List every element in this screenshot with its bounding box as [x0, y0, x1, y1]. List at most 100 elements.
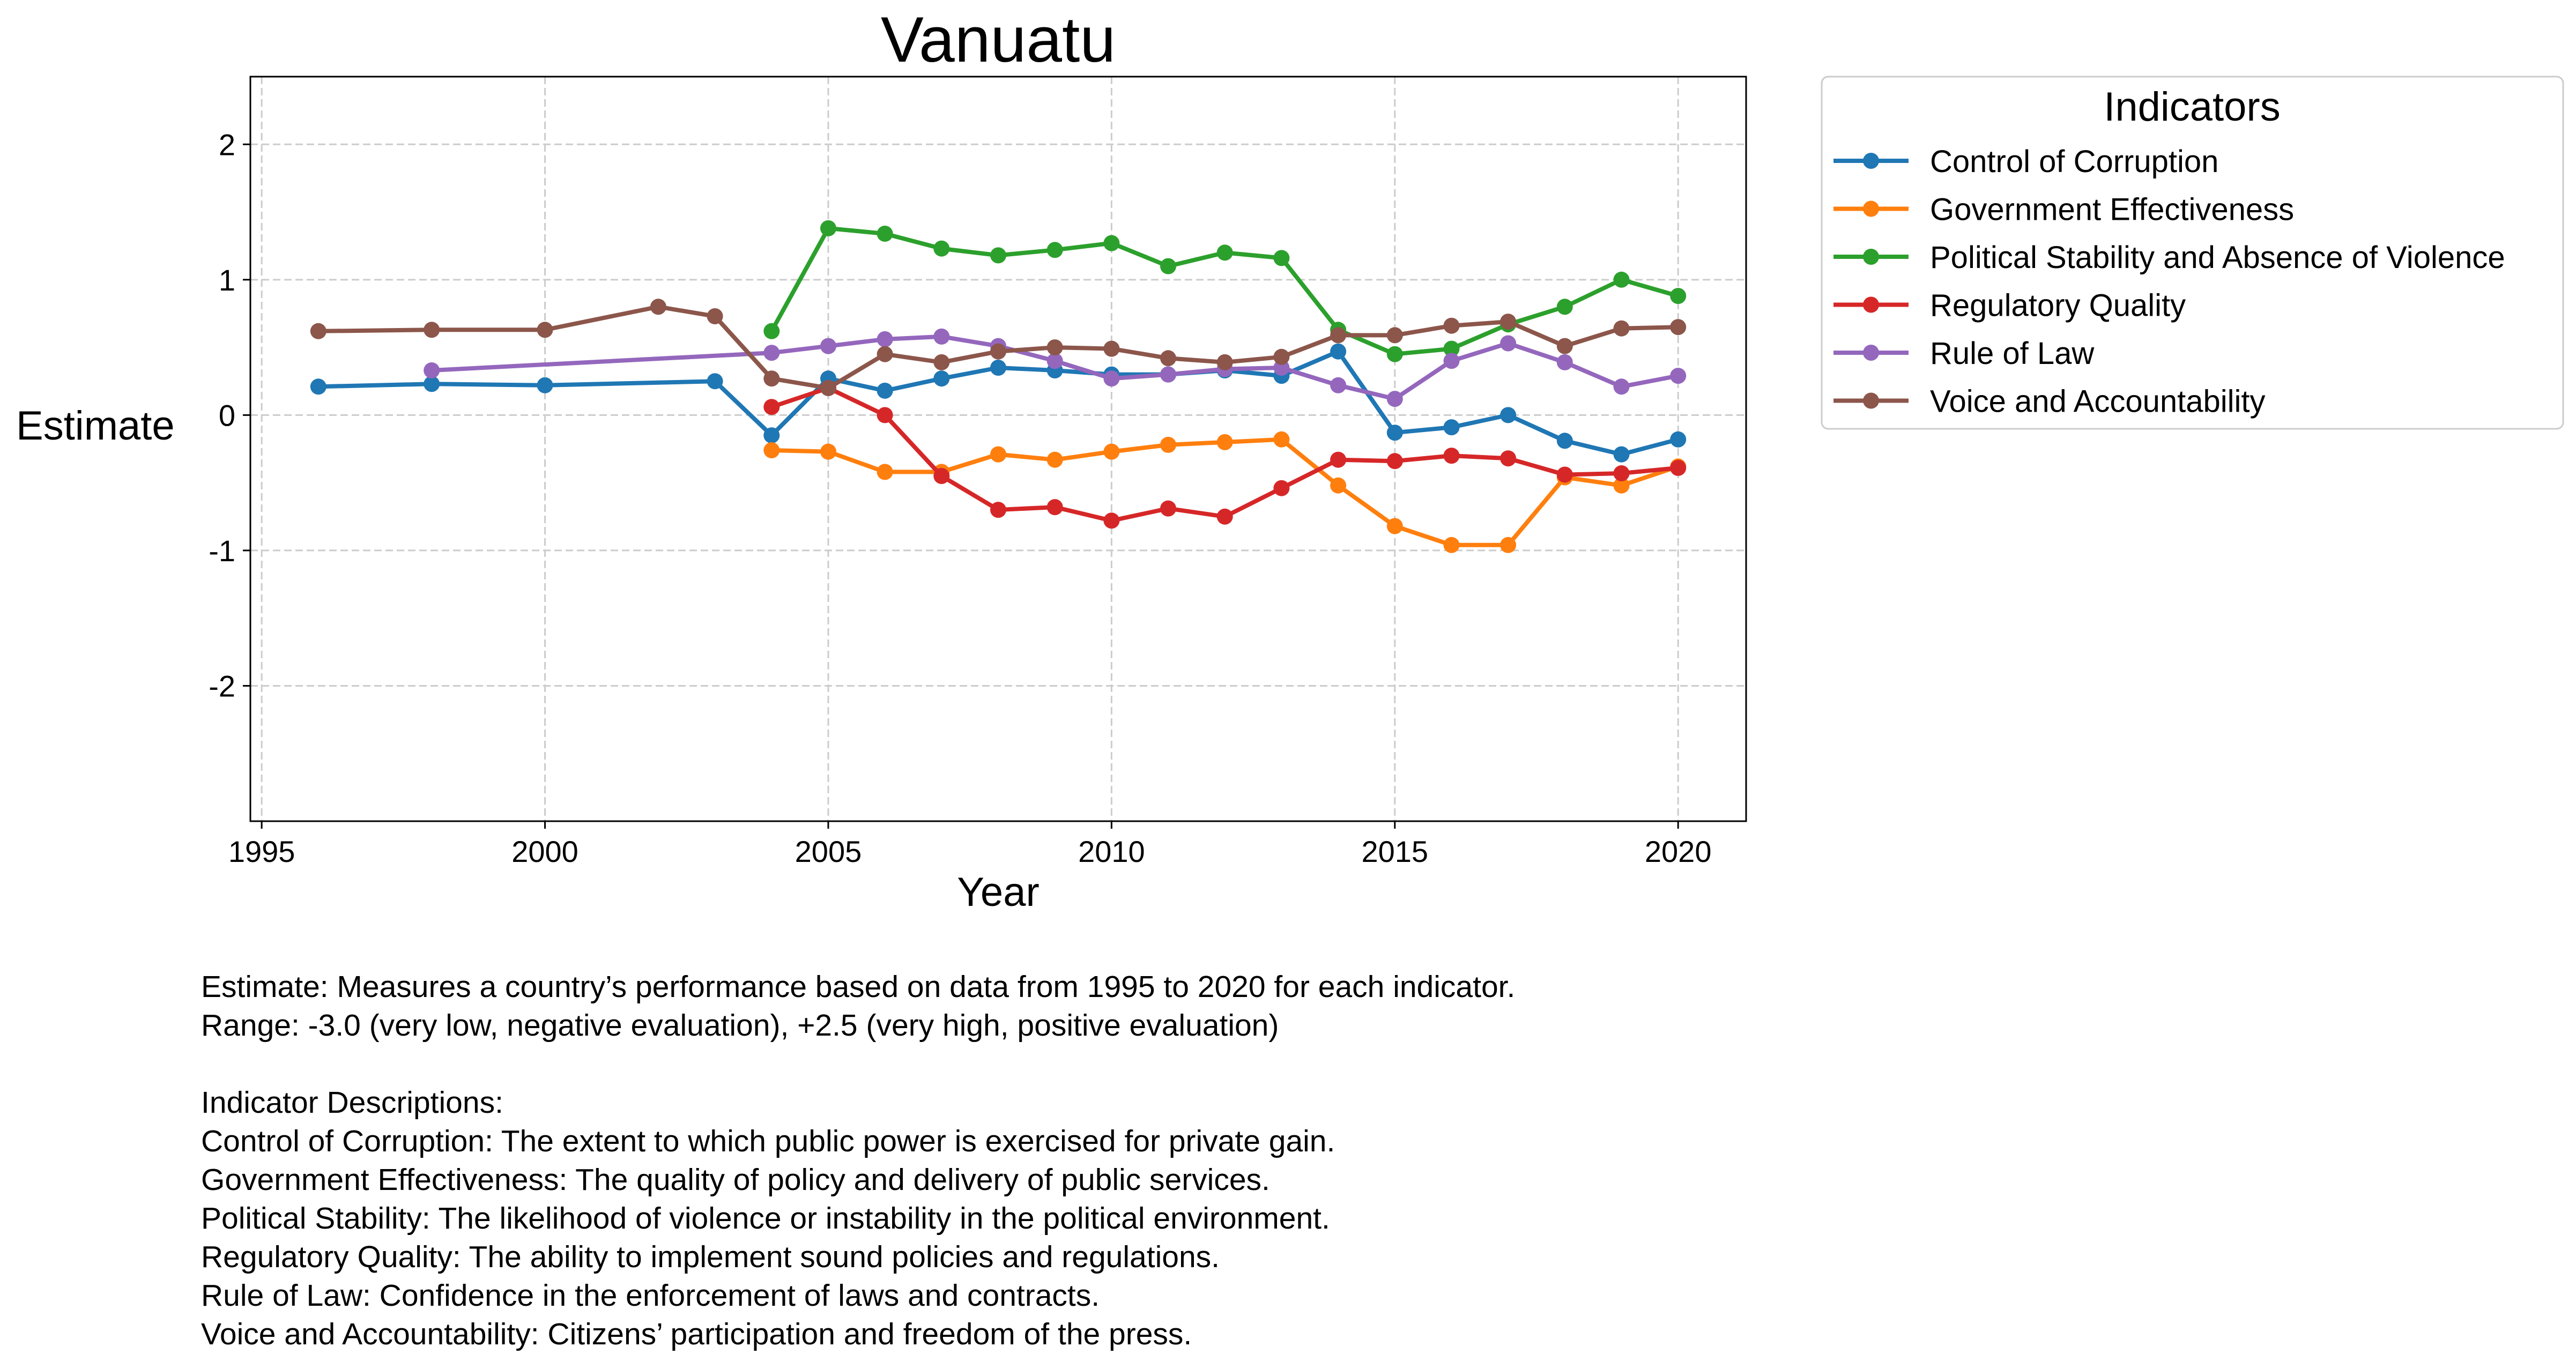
x-tick-label: 2010	[1078, 835, 1145, 868]
data-point	[1500, 314, 1517, 330]
legend-label: Voice and Accountability	[1930, 384, 2266, 419]
data-point	[1273, 431, 1290, 448]
data-point	[1443, 317, 1460, 334]
data-point	[877, 226, 893, 242]
data-point	[1216, 354, 1233, 370]
legend-item-control-of-corruption: Control of Corruption	[1833, 144, 2218, 179]
data-point	[1330, 343, 1347, 360]
data-point	[820, 338, 836, 354]
data-point	[1330, 451, 1347, 468]
data-point	[820, 380, 836, 396]
data-point	[1670, 288, 1687, 304]
data-point	[707, 308, 723, 324]
data-point	[1443, 537, 1460, 553]
data-point	[1500, 407, 1517, 423]
series-control-of-corruption	[310, 343, 1687, 463]
y-axis-label: Estimate	[16, 403, 175, 449]
y-tick-label: -2	[209, 669, 235, 703]
data-point	[933, 370, 950, 387]
data-point	[877, 464, 893, 480]
y-tick-label: -1	[209, 534, 235, 568]
data-point	[933, 354, 950, 370]
data-point	[990, 502, 1006, 518]
legend-item-voice-and-accountability: Voice and Accountability	[1833, 384, 2266, 419]
data-point	[1160, 436, 1176, 453]
series-line	[769, 437, 1681, 547]
data-point	[537, 377, 553, 393]
data-point	[1613, 477, 1630, 494]
y-tick-label: 1	[219, 263, 235, 297]
note-rule-of-law: Rule of Law: Confidence in the enforceme…	[201, 1278, 1100, 1313]
legend-swatch-marker	[1863, 345, 1879, 361]
legend-swatch-marker	[1863, 392, 1879, 409]
data-point	[763, 399, 780, 415]
series-layer	[310, 220, 1687, 553]
legend-swatch-marker	[1863, 200, 1879, 217]
legend-item-rule-of-law: Rule of Law	[1833, 336, 2095, 371]
data-point	[1160, 350, 1176, 367]
data-point	[1386, 425, 1403, 441]
series-government-effectiveness	[763, 431, 1687, 553]
legend-items: Control of Corruption Government Effectiv…	[1833, 144, 2505, 419]
data-point	[537, 322, 553, 338]
data-point	[1443, 448, 1460, 464]
data-point	[877, 331, 893, 347]
data-point	[877, 407, 893, 423]
legend-item-government-effectiveness: Government Effectiveness	[1833, 192, 2294, 227]
series-line	[316, 304, 1681, 390]
legend-label: Government Effectiveness	[1930, 192, 2294, 227]
data-point	[933, 240, 950, 257]
data-point	[1103, 512, 1120, 529]
data-point	[1556, 299, 1573, 315]
data-point	[424, 376, 440, 392]
data-point	[1670, 319, 1687, 336]
data-point	[424, 322, 440, 338]
data-point	[763, 345, 780, 361]
data-point	[1330, 477, 1347, 494]
note-range: Range: -3.0 (very low, negative evaluati…	[201, 1008, 1279, 1043]
data-point	[1386, 453, 1403, 470]
data-point	[763, 323, 780, 339]
legend-label: Rule of Law	[1930, 336, 2095, 371]
series-political-stability-and-absence-of-violence	[763, 220, 1687, 362]
data-point	[1613, 446, 1630, 463]
series-line	[769, 385, 1681, 523]
data-point	[1443, 419, 1460, 436]
data-point	[1330, 327, 1347, 344]
data-point	[1386, 518, 1403, 534]
data-point	[990, 446, 1006, 463]
data-point	[1443, 340, 1460, 357]
data-point	[1216, 434, 1233, 450]
data-point	[877, 382, 893, 399]
data-point	[933, 328, 950, 345]
data-point	[1613, 378, 1630, 395]
x-tick-label: 2015	[1361, 835, 1428, 868]
data-point	[1046, 353, 1063, 369]
plot-frame	[249, 76, 1747, 822]
legend-swatch-marker	[1863, 249, 1879, 265]
data-point	[424, 362, 440, 378]
x-axis-label: Year	[957, 869, 1040, 915]
note-government-effectiveness: Government Effectiveness: The quality of…	[201, 1163, 1270, 1197]
data-point	[1500, 450, 1517, 467]
x-tick-label: 2000	[511, 835, 578, 868]
data-point	[1273, 480, 1290, 496]
data-point	[820, 443, 836, 460]
series-line	[429, 334, 1681, 401]
legend-label: Control of Corruption	[1930, 144, 2218, 179]
note-political-stability: Political Stability: The likelihood of v…	[201, 1201, 1330, 1236]
data-point	[1046, 451, 1063, 468]
data-point	[707, 373, 723, 390]
data-point	[1443, 353, 1460, 369]
legend-title: Indicators	[2104, 84, 2281, 130]
data-point	[763, 370, 780, 387]
data-point	[1273, 250, 1290, 266]
x-tick-label: 2020	[1645, 835, 1712, 868]
data-point	[1160, 500, 1176, 517]
legend-label: Regulatory Quality	[1930, 288, 2186, 323]
data-point	[1046, 339, 1063, 356]
data-point	[1160, 258, 1176, 274]
legend-swatch-marker	[1863, 153, 1879, 169]
data-point	[763, 442, 780, 458]
data-point	[1386, 346, 1403, 362]
